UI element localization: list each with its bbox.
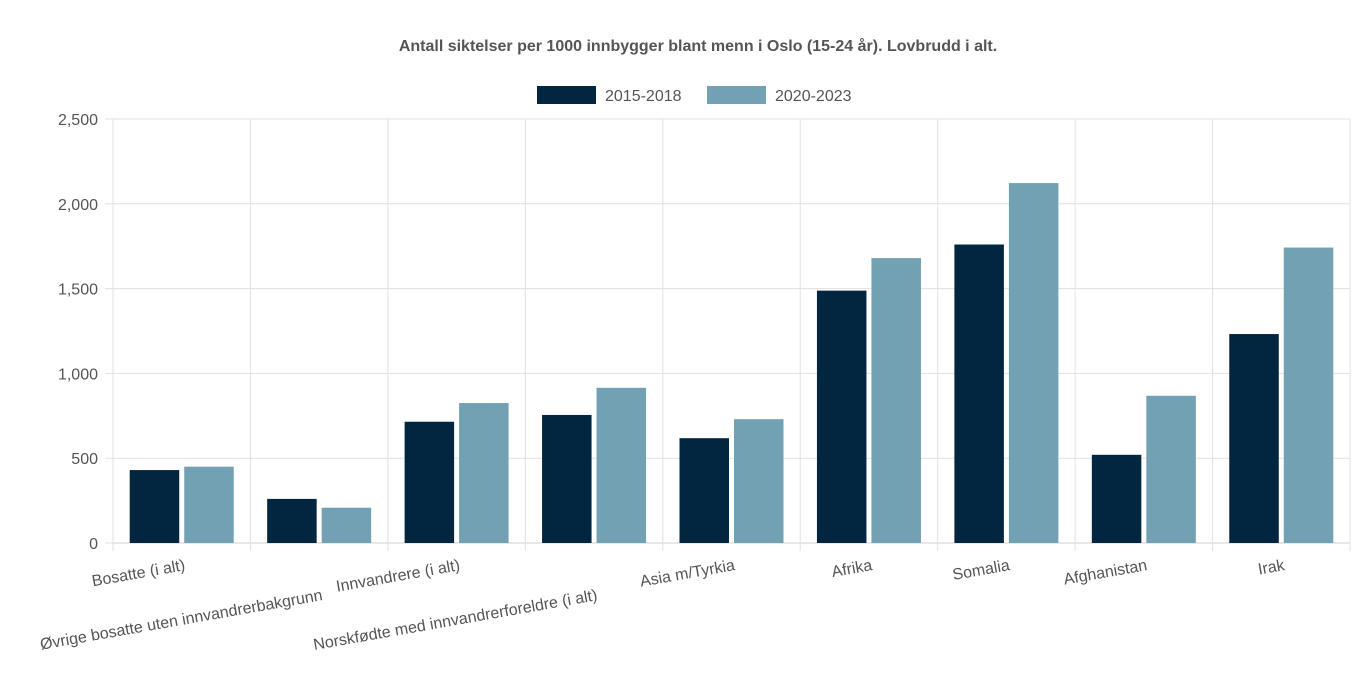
y-tick-label: 0 xyxy=(89,536,98,553)
bar-series1-7[interactable] xyxy=(1091,454,1142,543)
x-axis: Bosatte (i alt)Øvrige bosatte uten innva… xyxy=(39,557,1287,654)
bar-series1-1[interactable] xyxy=(267,498,317,543)
x-category-label-8: Irak xyxy=(1257,557,1287,579)
bar-series2-0[interactable] xyxy=(184,466,234,543)
bar-series2-2[interactable] xyxy=(459,403,509,543)
chart-bars xyxy=(129,183,1334,543)
legend-swatch-0[interactable] xyxy=(537,86,596,104)
bar-series1-8[interactable] xyxy=(1229,334,1279,543)
y-tick-label: 500 xyxy=(71,451,98,468)
legend-swatch-1[interactable] xyxy=(707,86,766,104)
y-axis: 0 500 1,000 1,500 2,000 2,500 xyxy=(58,112,113,553)
y-tick-label: 2,000 xyxy=(58,197,98,214)
bar-series1-4[interactable] xyxy=(679,438,730,543)
x-category-label-1: Øvrige bosatte uten innvandrerbakgrunn xyxy=(39,587,324,653)
bar-series1-3[interactable] xyxy=(542,414,592,543)
bar-series1-0[interactable] xyxy=(129,470,180,543)
legend-label-0[interactable]: 2015-2018 xyxy=(605,88,682,105)
chart-grid xyxy=(112,118,1351,551)
x-category-label-2: Innvandrere (i alt) xyxy=(335,557,461,596)
x-category-label-5: Afrika xyxy=(830,557,873,581)
bar-series1-5[interactable] xyxy=(816,290,867,543)
legend-label-1[interactable]: 2020-2023 xyxy=(775,88,852,105)
bar-series2-7[interactable] xyxy=(1146,395,1196,543)
x-category-label-7: Afghanistan xyxy=(1062,557,1148,588)
bar-series2-3[interactable] xyxy=(596,387,647,543)
x-category-label-6: Somalia xyxy=(951,557,1011,584)
bar-series2-6[interactable] xyxy=(1008,183,1059,543)
y-tick-label: 1,000 xyxy=(58,366,98,383)
bar-series2-4[interactable] xyxy=(734,419,784,543)
bar-series2-5[interactable] xyxy=(871,258,921,543)
y-tick-label: 1,500 xyxy=(58,282,98,299)
chart-legend: 2015-2018 2020-2023 xyxy=(537,86,852,105)
bar-series1-2[interactable] xyxy=(404,421,455,543)
x-category-label-0: Bosatte (i alt) xyxy=(91,557,187,590)
bar-series2-8[interactable] xyxy=(1283,247,1334,543)
x-category-label-4: Asia m/Tyrkia xyxy=(639,557,737,590)
bar-series1-6[interactable] xyxy=(954,244,1004,543)
bar-series2-1[interactable] xyxy=(321,507,372,543)
x-category-label-3: Norskfødte med innvandrerforeldre (i alt… xyxy=(312,587,599,654)
chart-title: Antall siktelser per 1000 innbygger blan… xyxy=(399,37,997,55)
y-tick-label: 2,500 xyxy=(58,112,98,129)
